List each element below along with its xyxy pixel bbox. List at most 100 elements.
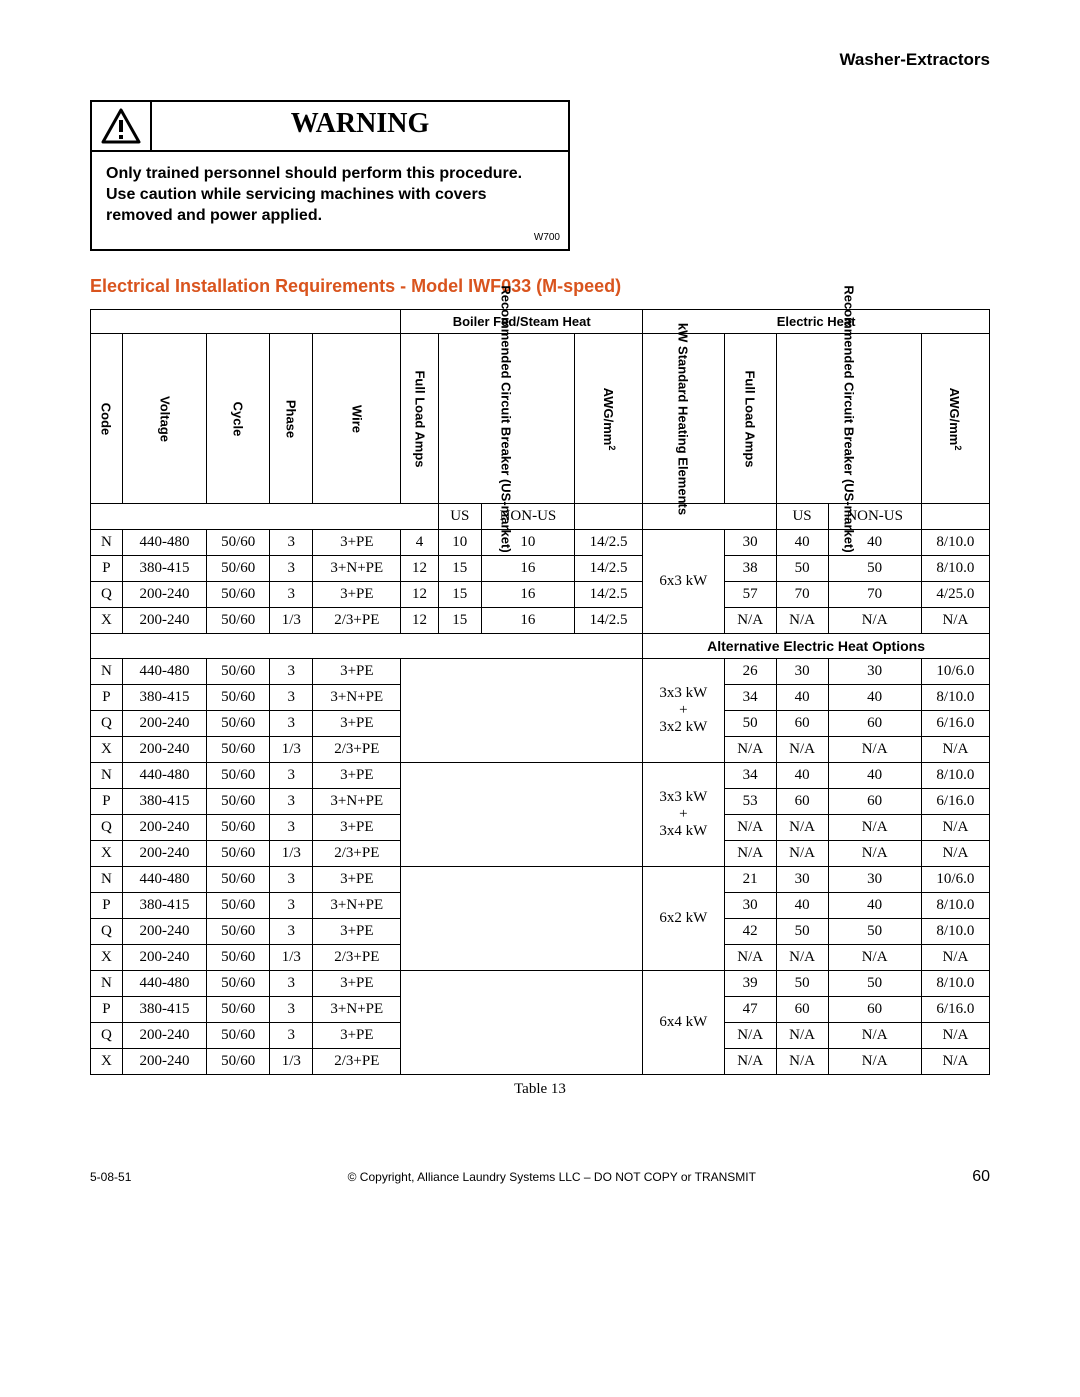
table-cell: 70 (828, 582, 921, 608)
table-cell: 40 (828, 685, 921, 711)
table-cell: N/A (776, 815, 828, 841)
table-cell: Q (91, 815, 123, 841)
table-cell: N/A (776, 737, 828, 763)
table-cell: 3 (270, 867, 313, 893)
table-cell: 3+PE (313, 711, 401, 737)
table-row: N440-48050/6033+PE3x3 kW+3x2 kW26303010/… (91, 659, 990, 685)
table-cell: X (91, 737, 123, 763)
table-cell: 3 (270, 893, 313, 919)
table-cell: 16 (481, 582, 574, 608)
table-cell: 50/60 (207, 919, 270, 945)
table-cell: 3+PE (313, 867, 401, 893)
table-cell: 70 (776, 582, 828, 608)
table-cell: 10 (481, 530, 574, 556)
table-cell: 50 (828, 971, 921, 997)
col-e-fla: Full Load Amps (724, 334, 776, 504)
table-cell: 12 (401, 556, 438, 582)
table-cell: 3 (270, 1023, 313, 1049)
table-cell: N/A (776, 1049, 828, 1075)
table-cell: 30 (828, 659, 921, 685)
table-cell: 3 (270, 685, 313, 711)
table-cell: X (91, 841, 123, 867)
table-row: Q200-24050/6033+PE12151614/2.55770704/25… (91, 582, 990, 608)
table-row: N440-48050/6033+PE6x4 kW3950508/10.0 (91, 971, 990, 997)
table-cell: 50 (776, 971, 828, 997)
table-body: N440-48050/6033+PE4101014/2.56x3 kW30404… (91, 530, 990, 1075)
table-cell: 3+N+PE (313, 789, 401, 815)
col-phase: Phase (270, 334, 313, 504)
blank-group (91, 310, 401, 334)
table-cell: 57 (724, 582, 776, 608)
table-cell: N (91, 867, 123, 893)
table-cell: 39 (724, 971, 776, 997)
table-cell: 3+PE (313, 1023, 401, 1049)
table-cell: 3+PE (313, 582, 401, 608)
table-cell: 16 (481, 556, 574, 582)
table-cell: 50/60 (207, 530, 270, 556)
table-cell: N/A (921, 1023, 989, 1049)
table-cell: 200-240 (122, 841, 206, 867)
table-cell: 50/60 (207, 815, 270, 841)
table-cell: 8/10.0 (921, 685, 989, 711)
spec-table: Boiler Fed/Steam Heat Electric Heat Code… (90, 309, 990, 1075)
table-cell: 40 (828, 763, 921, 789)
table-cell: 6/16.0 (921, 997, 989, 1023)
table-cell: P (91, 789, 123, 815)
footer-left: 5-08-51 (90, 1170, 131, 1184)
table-cell: 15 (438, 556, 481, 582)
table-cell: 50 (776, 919, 828, 945)
table-cell: 10 (438, 530, 481, 556)
table-cell: 47 (724, 997, 776, 1023)
b-us: US (438, 504, 481, 530)
table-cell: 50/60 (207, 841, 270, 867)
table-cell: N/A (921, 841, 989, 867)
col-wire: Wire (313, 334, 401, 504)
table-cell: 3 (270, 789, 313, 815)
table-cell: 50/60 (207, 1049, 270, 1075)
table-cell (401, 971, 643, 1075)
table-cell: 3 (270, 556, 313, 582)
table-cell: 50/60 (207, 763, 270, 789)
table-cell: 26 (724, 659, 776, 685)
sub-blank (91, 504, 439, 530)
table-cell: 380-415 (122, 893, 206, 919)
table-cell (401, 867, 643, 971)
table-cell: 50/60 (207, 659, 270, 685)
table-cell: N/A (921, 737, 989, 763)
col-kw: kW Standard Heating Elements (643, 334, 725, 504)
table-cell: 60 (828, 789, 921, 815)
table-cell: 2/3+PE (313, 737, 401, 763)
table-cell: 3+PE (313, 530, 401, 556)
table-cell: 8/10.0 (921, 530, 989, 556)
warning-title-row: WARNING (92, 102, 568, 152)
table-cell: 380-415 (122, 997, 206, 1023)
table-cell: 53 (724, 789, 776, 815)
kw-cell: 6x4 kW (643, 971, 725, 1075)
table-cell: 15 (438, 608, 481, 634)
table-cell: N/A (921, 608, 989, 634)
col-b-fla: Full Load Amps (401, 334, 438, 504)
table-cell: N/A (776, 945, 828, 971)
table-cell: Q (91, 919, 123, 945)
table-cell: N/A (828, 608, 921, 634)
table-cell: 10/6.0 (921, 867, 989, 893)
sub-blank3 (643, 504, 776, 530)
table-row: N440-48050/6033+PE3x3 kW+3x4 kW3440408/1… (91, 763, 990, 789)
table-cell: 200-240 (122, 1023, 206, 1049)
table-cell: 200-240 (122, 608, 206, 634)
table-cell: 50/60 (207, 997, 270, 1023)
table-cell (401, 763, 643, 867)
table-cell: 50/60 (207, 556, 270, 582)
table-cell: N (91, 971, 123, 997)
table-cell: 10/6.0 (921, 659, 989, 685)
table-cell: N/A (828, 841, 921, 867)
warning-body: Only trained personnel should perform th… (92, 152, 568, 232)
col-b-awg: AWG/mm2 (575, 334, 643, 504)
table-cell: 38 (724, 556, 776, 582)
table-cell: P (91, 893, 123, 919)
table-cell: 50/60 (207, 945, 270, 971)
table-cell: P (91, 685, 123, 711)
table-cell: 3+N+PE (313, 893, 401, 919)
table-cell: 1/3 (270, 1049, 313, 1075)
table-row: N440-48050/6033+PE6x2 kW21303010/6.0 (91, 867, 990, 893)
